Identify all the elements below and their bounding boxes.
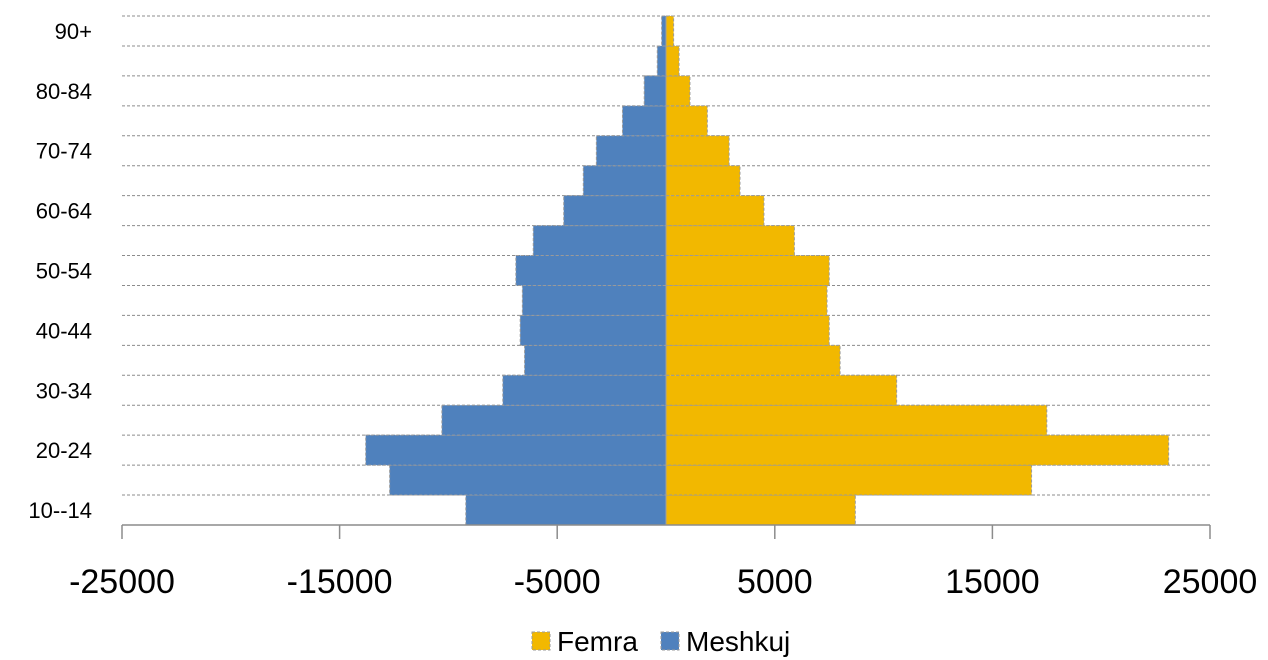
x-tick-label: 5000 — [737, 563, 813, 601]
legend-label-meshkuj: Meshkuj — [686, 626, 790, 657]
y-tick-label: 40-44 — [36, 318, 92, 343]
bar-meshkuj — [643, 75, 667, 107]
bar-meshkuj — [441, 404, 667, 436]
bar-meshkuj — [582, 165, 667, 197]
bar-femra — [665, 45, 680, 77]
bar-femra — [665, 135, 730, 167]
bar-meshkuj — [365, 434, 667, 466]
x-tick-label: -25000 — [69, 563, 175, 601]
bar-meshkuj — [656, 45, 667, 77]
y-tick-labels: 10--14 20-24 30-34 40-44 50-54 60-64 70-74 80-8… — [28, 19, 92, 523]
x-tick-label: 25000 — [1163, 563, 1258, 601]
bar-femra — [665, 105, 708, 137]
x-tick-label: 15000 — [945, 563, 1040, 601]
bar-femra — [665, 314, 830, 346]
bar-meshkuj — [595, 135, 667, 167]
bar-femra — [665, 344, 841, 376]
y-tick-label: 30-34 — [36, 378, 92, 403]
legend-swatch-meshkuj — [660, 631, 680, 651]
bar-meshkuj — [519, 314, 667, 346]
x-tick-label: -15000 — [287, 563, 393, 601]
bar-meshkuj — [524, 344, 667, 376]
legend: Femra Meshkuj — [531, 626, 790, 657]
y-tick-label: 80-84 — [36, 79, 92, 104]
legend-swatch-femra — [531, 631, 551, 651]
bar-femra — [665, 464, 1033, 496]
bar-femra — [665, 75, 691, 107]
y-tick-label: 10--14 — [28, 498, 92, 523]
bar-meshkuj — [389, 464, 667, 496]
bar-meshkuj — [621, 105, 667, 137]
bar-femra — [665, 434, 1170, 466]
bar-meshkuj — [563, 195, 667, 227]
bar-meshkuj — [661, 15, 667, 47]
y-tick-label: 70-74 — [36, 139, 92, 164]
bar-femra — [665, 15, 675, 47]
x-axis: -25000 -15000 -5000 5000 15000 25000 — [69, 524, 1258, 601]
bar-femra — [665, 284, 828, 316]
bar-femra — [665, 374, 898, 406]
bar-femra — [665, 404, 1048, 436]
y-tick-label: 50-54 — [36, 259, 92, 284]
y-tick-label: 20-24 — [36, 438, 92, 463]
bar-meshkuj — [521, 284, 667, 316]
y-tick-label: 90+ — [55, 19, 92, 44]
bar-meshkuj — [515, 255, 667, 286]
y-tick-label: 60-64 — [36, 199, 92, 224]
bar-femra — [665, 165, 741, 197]
bar-femra — [665, 494, 856, 526]
x-tick-label: -5000 — [514, 563, 601, 601]
bar-meshkuj — [465, 494, 667, 526]
legend-label-femra: Femra — [557, 626, 638, 657]
bar-femra — [665, 225, 795, 257]
bar-femra — [665, 255, 830, 286]
bar-meshkuj — [502, 374, 667, 406]
bars — [365, 15, 1170, 526]
bar-femra — [665, 195, 765, 227]
bar-meshkuj — [532, 225, 667, 257]
